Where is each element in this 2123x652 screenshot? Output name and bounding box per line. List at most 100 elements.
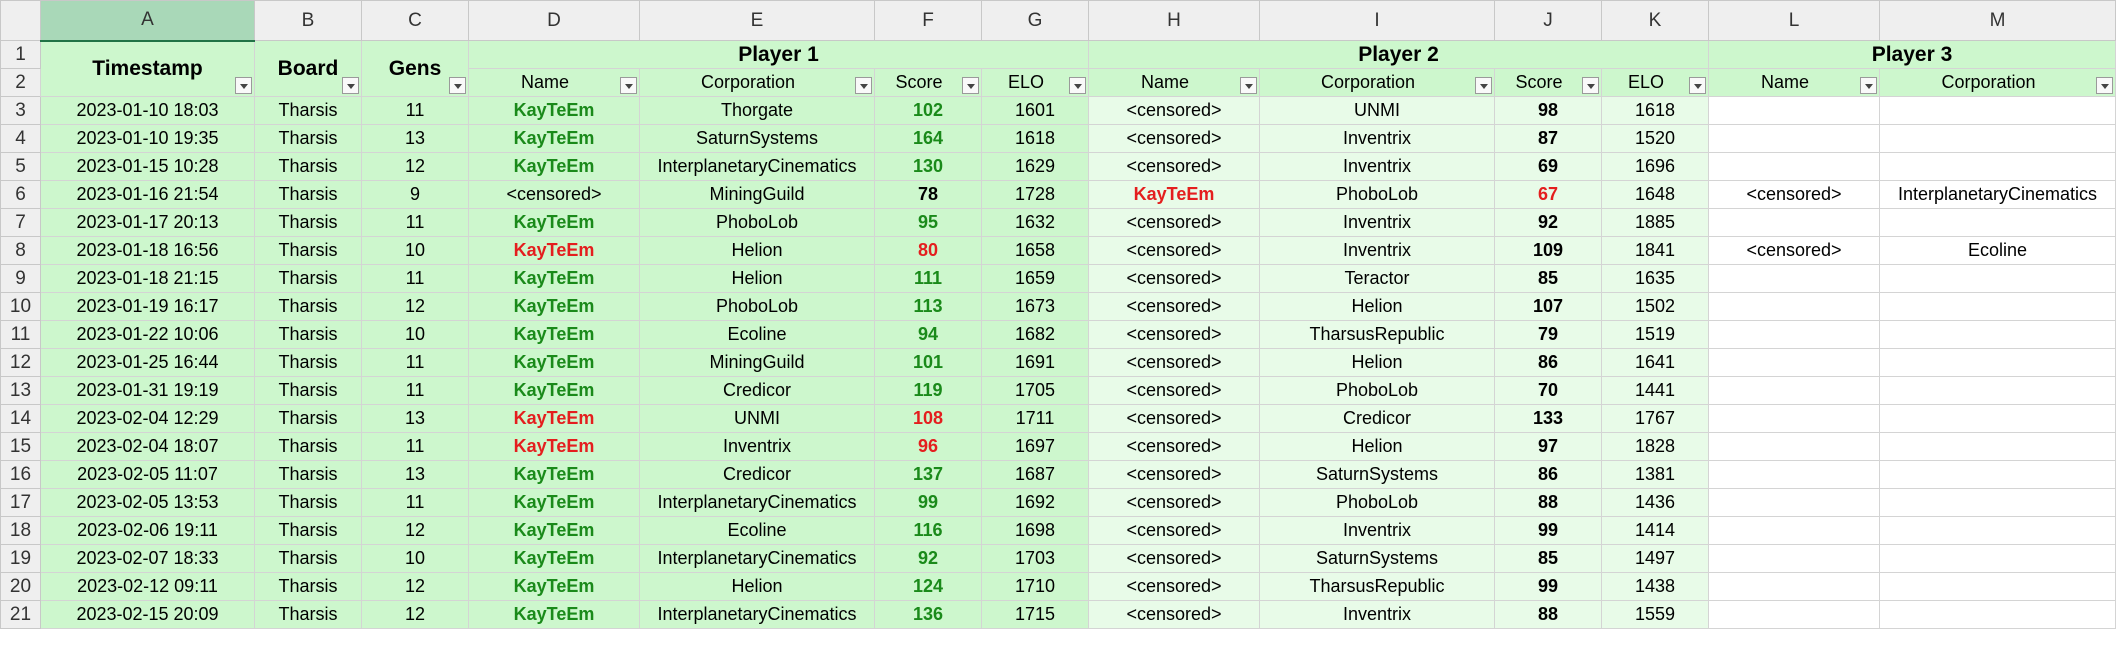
timestamp-cell[interactable]: 2023-01-15 10:28 [40, 152, 255, 181]
p2-name-cell[interactable]: <censored> [1088, 236, 1260, 265]
p2-corporation-cell[interactable]: Inventrix [1259, 600, 1495, 629]
timestamp-cell[interactable]: 2023-01-31 19:19 [40, 376, 255, 405]
p2-score-cell[interactable]: 69 [1494, 152, 1602, 181]
p3-name-cell[interactable] [1708, 320, 1880, 349]
column-header-l[interactable]: L [1708, 0, 1880, 41]
p3-name-cell[interactable] [1708, 264, 1880, 293]
board-cell[interactable]: Tharsis [254, 544, 362, 573]
row-header[interactable]: 4 [0, 124, 41, 153]
timestamp-cell[interactable]: 2023-01-16 21:54 [40, 180, 255, 209]
filter-dropdown-icon[interactable] [449, 77, 466, 94]
p2-corporation-header[interactable]: Corporation [1259, 68, 1495, 97]
p3-name-cell[interactable] [1708, 432, 1880, 461]
p2-corporation-cell[interactable]: Inventrix [1259, 152, 1495, 181]
p2-score-cell[interactable]: 88 [1494, 488, 1602, 517]
gens-cell[interactable]: 11 [361, 348, 469, 377]
p2-score-cell[interactable]: 133 [1494, 404, 1602, 433]
p1-corporation-cell[interactable]: Ecoline [639, 320, 875, 349]
p3-corporation-cell[interactable] [1879, 460, 2116, 489]
board-cell[interactable]: Tharsis [254, 404, 362, 433]
filter-dropdown-icon[interactable] [235, 77, 252, 94]
p2-corporation-cell[interactable]: TharsusRepublic [1259, 320, 1495, 349]
p1-name-cell[interactable]: KayTeEm [468, 292, 640, 321]
p1-elo-cell[interactable]: 1632 [981, 208, 1089, 237]
timestamp-cell[interactable]: 2023-02-12 09:11 [40, 572, 255, 601]
p1-score-cell[interactable]: 96 [874, 432, 982, 461]
p1-corporation-cell[interactable]: Helion [639, 572, 875, 601]
p2-elo-cell[interactable]: 1841 [1601, 236, 1709, 265]
board-cell[interactable]: Tharsis [254, 208, 362, 237]
p3-name-cell[interactable] [1708, 96, 1880, 125]
p2-name-cell[interactable]: <censored> [1088, 348, 1260, 377]
p3-name-cell[interactable] [1708, 544, 1880, 573]
p3-corporation-cell[interactable] [1879, 572, 2116, 601]
filter-dropdown-icon[interactable] [962, 77, 979, 94]
gens-cell[interactable]: 13 [361, 460, 469, 489]
p3-corporation-header[interactable]: Corporation [1879, 68, 2116, 97]
p2-corporation-cell[interactable]: Helion [1259, 348, 1495, 377]
p1-corporation-cell[interactable]: MiningGuild [639, 180, 875, 209]
p2-score-cell[interactable]: 98 [1494, 96, 1602, 125]
p3-name-cell[interactable] [1708, 516, 1880, 545]
timestamp-cell[interactable]: 2023-01-25 16:44 [40, 348, 255, 377]
timestamp-cell[interactable]: 2023-02-05 13:53 [40, 488, 255, 517]
p1-elo-header[interactable]: ELO [981, 68, 1089, 97]
column-header-g[interactable]: G [981, 0, 1089, 41]
p1-corporation-cell[interactable]: Helion [639, 236, 875, 265]
board-cell[interactable]: Tharsis [254, 320, 362, 349]
p1-name-cell[interactable]: <censored> [468, 180, 640, 209]
p2-elo-cell[interactable]: 1559 [1601, 600, 1709, 629]
p1-elo-cell[interactable]: 1698 [981, 516, 1089, 545]
p2-corporation-cell[interactable]: Inventrix [1259, 516, 1495, 545]
p1-corporation-cell[interactable]: InterplanetaryCinematics [639, 600, 875, 629]
p2-corporation-cell[interactable]: Inventrix [1259, 236, 1495, 265]
p2-corporation-cell[interactable]: Credicor [1259, 404, 1495, 433]
p3-corporation-cell[interactable]: Ecoline [1879, 236, 2116, 265]
player2-header[interactable]: Player 2 [1088, 40, 1709, 69]
row-header[interactable]: 8 [0, 236, 41, 265]
p1-name-cell[interactable]: KayTeEm [468, 264, 640, 293]
row-header[interactable]: 6 [0, 180, 41, 209]
p3-corporation-cell[interactable] [1879, 404, 2116, 433]
p1-elo-cell[interactable]: 1703 [981, 544, 1089, 573]
p3-name-cell[interactable] [1708, 292, 1880, 321]
gens-cell[interactable]: 12 [361, 292, 469, 321]
p1-name-cell[interactable]: KayTeEm [468, 320, 640, 349]
p1-elo-cell[interactable]: 1711 [981, 404, 1089, 433]
p1-elo-cell[interactable]: 1705 [981, 376, 1089, 405]
p1-corporation-header[interactable]: Corporation [639, 68, 875, 97]
p1-elo-cell[interactable]: 1710 [981, 572, 1089, 601]
p2-score-cell[interactable]: 70 [1494, 376, 1602, 405]
p3-corporation-cell[interactable] [1879, 488, 2116, 517]
p1-name-cell[interactable]: KayTeEm [468, 376, 640, 405]
p2-name-cell[interactable]: <censored> [1088, 376, 1260, 405]
column-header-h[interactable]: H [1088, 0, 1260, 41]
p1-name-cell[interactable]: KayTeEm [468, 572, 640, 601]
p1-elo-cell[interactable]: 1618 [981, 124, 1089, 153]
p1-name-cell[interactable]: KayTeEm [468, 432, 640, 461]
column-header-e[interactable]: E [639, 0, 875, 41]
p1-corporation-cell[interactable]: MiningGuild [639, 348, 875, 377]
p3-corporation-cell[interactable] [1879, 264, 2116, 293]
gens-cell[interactable]: 11 [361, 488, 469, 517]
p2-name-cell[interactable]: KayTeEm [1088, 180, 1260, 209]
p1-score-cell[interactable]: 108 [874, 404, 982, 433]
p2-name-cell[interactable]: <censored> [1088, 320, 1260, 349]
p2-corporation-cell[interactable]: SaturnSystems [1259, 544, 1495, 573]
p2-elo-cell[interactable]: 1414 [1601, 516, 1709, 545]
column-header-c[interactable]: C [361, 0, 469, 41]
timestamp-cell[interactable]: 2023-01-18 16:56 [40, 236, 255, 265]
p1-corporation-cell[interactable]: Inventrix [639, 432, 875, 461]
p1-name-cell[interactable]: KayTeEm [468, 404, 640, 433]
p1-score-cell[interactable]: 119 [874, 376, 982, 405]
timestamp-cell[interactable]: 2023-01-19 16:17 [40, 292, 255, 321]
gens-cell[interactable]: 11 [361, 96, 469, 125]
board-cell[interactable]: Tharsis [254, 96, 362, 125]
select-all-corner[interactable] [0, 0, 41, 41]
p1-elo-cell[interactable]: 1691 [981, 348, 1089, 377]
p2-elo-cell[interactable]: 1438 [1601, 572, 1709, 601]
p2-corporation-cell[interactable]: Inventrix [1259, 208, 1495, 237]
p2-corporation-cell[interactable]: Helion [1259, 292, 1495, 321]
row-header[interactable]: 7 [0, 208, 41, 237]
row-header[interactable]: 10 [0, 292, 41, 321]
